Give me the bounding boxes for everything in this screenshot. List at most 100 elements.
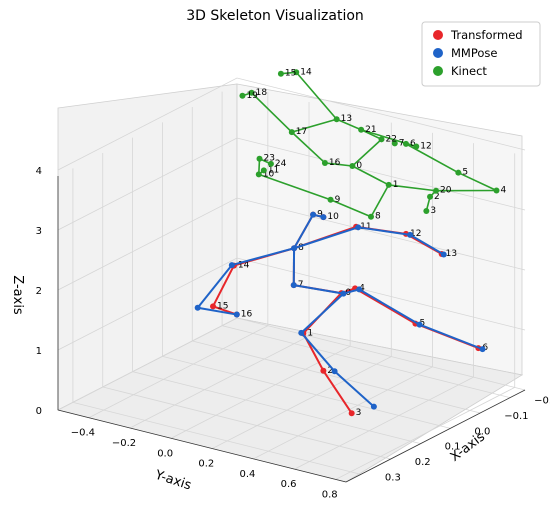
kinect-joint	[288, 129, 295, 136]
kinect-bone	[324, 162, 353, 167]
y-gridline	[294, 143, 474, 470]
legend-marker	[433, 30, 443, 40]
kinect-joint-label: 4	[501, 186, 507, 196]
transformed-joint	[348, 410, 355, 417]
mmpose-bone	[333, 370, 375, 408]
x-tick-label: 0.0	[474, 426, 490, 437]
x-tick-label: 0.1	[445, 442, 461, 453]
mmpose-joint	[194, 304, 201, 311]
kinect-bone	[458, 171, 497, 192]
transformed-joint-label: 14	[238, 261, 250, 271]
mmpose-bone	[231, 247, 295, 267]
mmpose-joint	[233, 311, 240, 318]
kinect-joint	[349, 162, 356, 169]
kinect-joint	[368, 213, 375, 220]
y-axis-line	[57, 409, 347, 483]
grid-lines	[57, 77, 526, 480]
z-gridline	[57, 77, 526, 171]
x-tick-label: 0.2	[415, 457, 431, 468]
kinect-joint	[385, 181, 392, 188]
x-axis-line	[345, 389, 526, 483]
transformed-joint-label: 16	[241, 310, 253, 320]
mmpose-joint	[407, 231, 414, 238]
transformed-joint	[210, 303, 217, 310]
mmpose-joint	[228, 262, 235, 269]
transformed-joint-label: 1	[307, 328, 313, 338]
kinect-joint	[327, 196, 334, 203]
x-gridline	[191, 107, 481, 414]
transformed-joint-label: 15	[217, 301, 228, 311]
y-tick-label: 0.0	[157, 448, 173, 459]
kinect-joint	[378, 136, 385, 143]
x-tick-label: −0.2	[534, 396, 550, 407]
z-gridline	[57, 257, 526, 351]
kinect-joint	[248, 89, 255, 96]
kinect-bone	[291, 118, 337, 133]
x-gridline	[102, 153, 391, 460]
y-axis-label: Y-axis	[152, 467, 193, 493]
x-tick-label: 0.3	[385, 472, 401, 483]
mmpose-bone	[293, 284, 344, 295]
kinect-joint	[277, 70, 284, 77]
mmpose-bone	[196, 264, 233, 309]
transformed-joint-label: 12	[410, 229, 421, 239]
mmpose-joint	[291, 245, 298, 252]
kinect-joint-label: 14	[300, 67, 312, 77]
kinect-joint-label: 17	[296, 127, 307, 137]
z-axis-label: Z-axis	[10, 275, 25, 315]
mmpose-bone	[293, 226, 359, 250]
kinect-joint	[402, 140, 409, 147]
kinect-joint-label: 21	[365, 125, 376, 135]
transformed-bone	[212, 265, 235, 307]
kinect-joint	[423, 207, 430, 214]
kinect-joint	[267, 160, 274, 167]
kinect-bone	[251, 92, 293, 133]
kinect-joint-label: 8	[375, 212, 381, 222]
transformed-bone	[354, 287, 416, 325]
x-gridline	[221, 91, 511, 399]
kinect-joint-label: 0	[356, 161, 362, 171]
y-gridline	[129, 102, 310, 429]
transformed-joint-label: 7	[298, 280, 304, 290]
mmpose-joint	[479, 346, 486, 353]
legend: Transformed MMPose Kinect	[421, 21, 541, 87]
y-tick-label: −0.2	[112, 438, 136, 449]
x-gridline	[72, 168, 362, 475]
kinect-bone	[295, 71, 338, 120]
kinect-joint-label: 1	[393, 180, 399, 190]
mmpose-joint	[356, 286, 363, 293]
y-gridline	[88, 91, 269, 419]
transformed-joint-label: 2	[327, 366, 333, 376]
legend-label: Transformed	[450, 28, 523, 42]
kinect-joint-label: 5	[462, 168, 468, 178]
mmpose-bone	[358, 226, 411, 236]
legend-marker	[433, 48, 443, 58]
mmpose-joint	[298, 329, 305, 336]
mmpose-joint	[310, 211, 317, 218]
kinect-bone	[291, 131, 326, 164]
kinect-joint-label: 11	[268, 165, 279, 175]
z-tick-label: 0	[36, 406, 42, 417]
mmpose-joint	[290, 282, 297, 289]
transformed-joint-label: 8	[298, 243, 304, 253]
transformed-bone	[322, 370, 353, 414]
kinect-bone	[351, 138, 383, 167]
kinect-joint	[413, 143, 420, 150]
mmpose-bone	[197, 306, 237, 316]
mmpose-joint	[440, 251, 447, 258]
y-gridline	[170, 112, 351, 439]
transformed-joint-label: 13	[446, 249, 457, 259]
kinect-joint	[293, 69, 300, 76]
y-tick-label: 0.6	[281, 479, 297, 490]
kinect-bone	[258, 173, 331, 201]
kinect-joint-label: 12	[420, 141, 431, 151]
transformed-joint	[320, 367, 327, 374]
kinect-joint-label: 16	[329, 158, 341, 168]
kinect-joint-label: 15	[285, 69, 296, 79]
transformed-joint-label: 9	[317, 210, 323, 220]
kinect-bone	[388, 184, 437, 192]
mmpose-bone	[358, 288, 421, 326]
mmpose-joint	[340, 290, 347, 297]
kinect-joint-label: 20	[440, 186, 452, 196]
kinect-joint	[255, 171, 262, 178]
